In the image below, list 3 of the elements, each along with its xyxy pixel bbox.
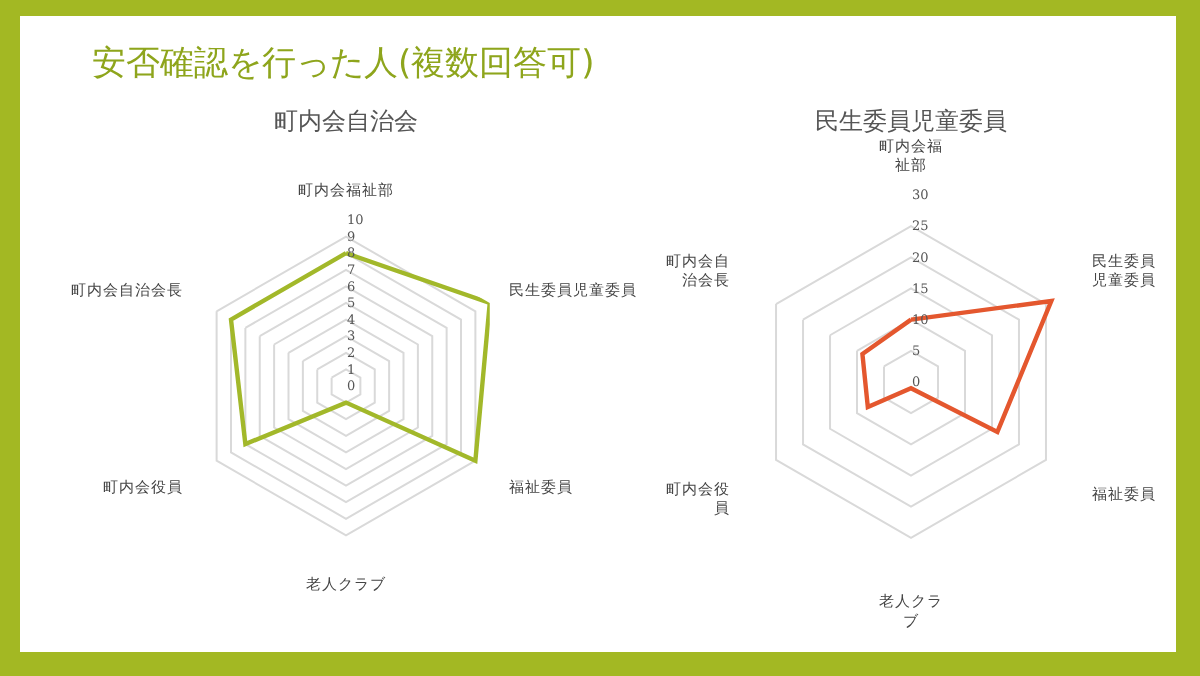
text: 安否確認を行った人(複数回答可) [92, 44, 595, 84]
chart-title: 民生委員児童委員 [815, 107, 1007, 136]
chart-title: 町内会自治会 [274, 107, 418, 136]
